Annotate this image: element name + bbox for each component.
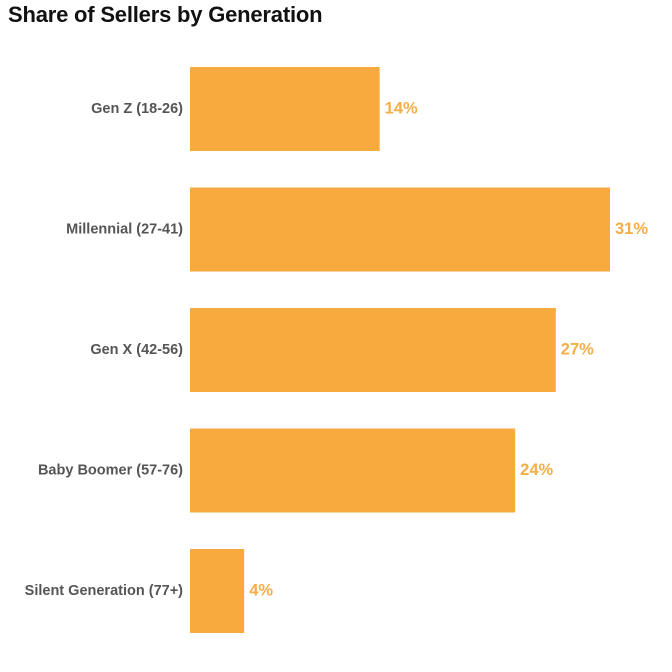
- value-label: 27%: [561, 340, 594, 358]
- category-label: Baby Boomer (57-76): [38, 462, 183, 478]
- bar: [190, 67, 380, 151]
- chart-title: Share of Sellers by Generation: [8, 2, 323, 27]
- value-label: 31%: [615, 220, 648, 238]
- bar: [190, 428, 516, 513]
- bar: [190, 549, 245, 633]
- category-label: Gen X (42-56): [90, 342, 183, 358]
- value-label: 4%: [249, 581, 273, 599]
- category-label: Silent Generation (77+): [25, 583, 184, 599]
- value-label: 14%: [385, 99, 418, 117]
- bar: [190, 308, 556, 392]
- value-label: 24%: [520, 461, 553, 479]
- bars-group: Gen Z (18-26) 14% Millennial (27-41) 31% Gen…: [25, 67, 648, 633]
- bar: [190, 187, 610, 272]
- category-label: Gen Z (18-26): [91, 101, 183, 117]
- category-label: Millennial (27-41): [66, 221, 183, 237]
